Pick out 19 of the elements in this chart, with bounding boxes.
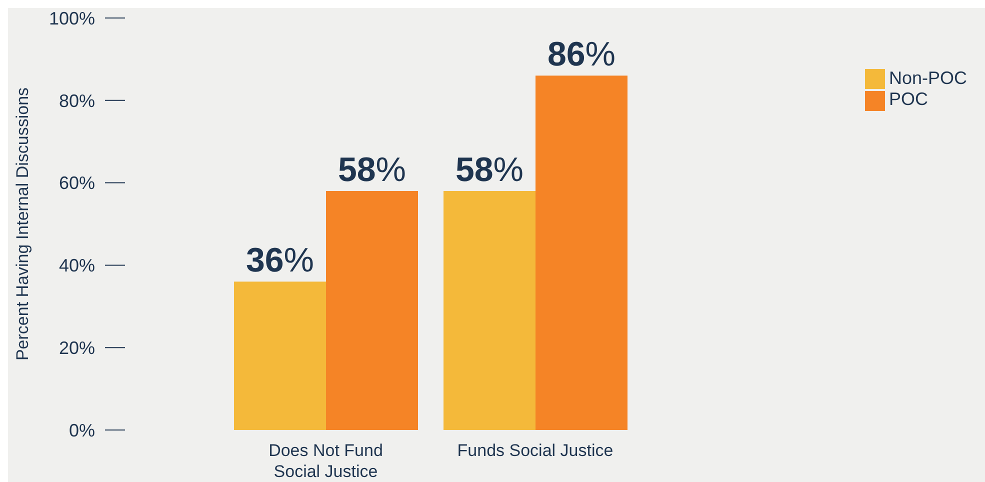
bar	[326, 191, 418, 430]
y-tick-label: 20%	[58, 338, 95, 358]
bar	[444, 191, 536, 430]
legend-label: POC	[889, 89, 928, 110]
x-tick-label: Does Not Fund Social Justice	[268, 441, 383, 481]
bar	[536, 76, 628, 430]
data-label: 86%	[547, 36, 616, 74]
bar	[234, 282, 326, 430]
legend-label: Non-POC	[889, 68, 968, 88]
x-tick-label: Funds Social Justice	[457, 441, 614, 460]
y-tick-label: 100%	[48, 8, 95, 28]
y-tick-label: 80%	[58, 90, 95, 111]
y-tick-label: 0%	[68, 420, 95, 440]
data-label: 36%	[246, 242, 314, 280]
y-tick-label: 40%	[58, 256, 95, 276]
y-axis-title: Percent Having Internal Discussions	[13, 87, 32, 361]
data-label: 58%	[338, 151, 406, 190]
data-label: 58%	[455, 151, 524, 190]
y-tick-label: 60%	[58, 173, 95, 194]
